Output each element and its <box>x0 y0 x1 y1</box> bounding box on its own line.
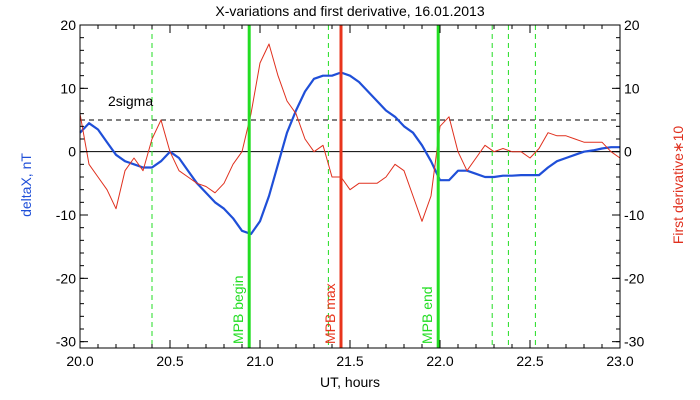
y-tick-label-left: -30 <box>56 334 76 350</box>
plot-frame <box>79 24 621 349</box>
x-tick-label: 23.0 <box>606 353 633 369</box>
event-lines: MPB begin MPB max MPB end <box>230 25 440 348</box>
y-tick-label-right: 0 <box>624 144 632 160</box>
y-tick-label-left: -10 <box>56 207 76 223</box>
x-tick-label: 21.0 <box>246 353 273 369</box>
y-tick-label-left: 0 <box>68 144 76 160</box>
x-tick-label: 22.0 <box>426 353 453 369</box>
y-tick-label-right: -10 <box>624 207 644 223</box>
axis-ticks: 20.0 20.5 21.0 21.5 22.0 22.5 23.0 20 20 10 10 0 0 -1… <box>56 17 645 369</box>
derivative-series-line <box>79 43 621 222</box>
y-tick-label-right: -20 <box>624 270 644 286</box>
y-axis-label-right: First derivative∗10 <box>670 126 686 245</box>
y-tick-label-right: 20 <box>624 17 640 33</box>
y-tick-label-left: 20 <box>60 17 76 33</box>
x-tick-label: 20.0 <box>66 353 93 369</box>
y-tick-label-right: 10 <box>624 80 640 96</box>
x-tick-label: 21.5 <box>336 353 363 369</box>
reference-lines <box>80 25 620 348</box>
x-tick-label: 20.5 <box>156 353 183 369</box>
y-tick-label-right: -30 <box>624 334 644 350</box>
x-tick-label: 22.5 <box>516 353 543 369</box>
mpb-end-label: MPB end <box>419 286 435 344</box>
mpb-max-label: MPB max <box>322 283 338 344</box>
sigma-label: 2sigma <box>108 93 153 109</box>
y-tick-label-left: 10 <box>60 80 76 96</box>
y-tick-label-left: -20 <box>56 270 76 286</box>
chart-title: X-variations and first derivative, 16.01… <box>215 3 484 19</box>
x-axis-label: UT, hours <box>320 374 380 390</box>
deltax-series-line <box>79 71 620 236</box>
series-group <box>79 43 621 236</box>
mpb-begin-label: MPB begin <box>230 276 246 344</box>
y-axis-label-left: deltaX, nT <box>18 153 34 217</box>
